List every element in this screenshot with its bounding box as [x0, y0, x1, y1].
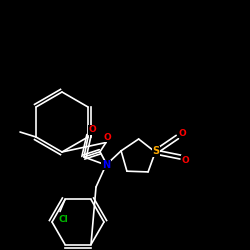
Text: S: S	[153, 146, 160, 156]
Text: N: N	[102, 160, 110, 170]
Text: O: O	[182, 156, 189, 164]
Text: O: O	[103, 133, 111, 142]
Text: O: O	[88, 126, 96, 134]
Text: Cl: Cl	[58, 215, 68, 224]
Text: O: O	[178, 128, 186, 138]
